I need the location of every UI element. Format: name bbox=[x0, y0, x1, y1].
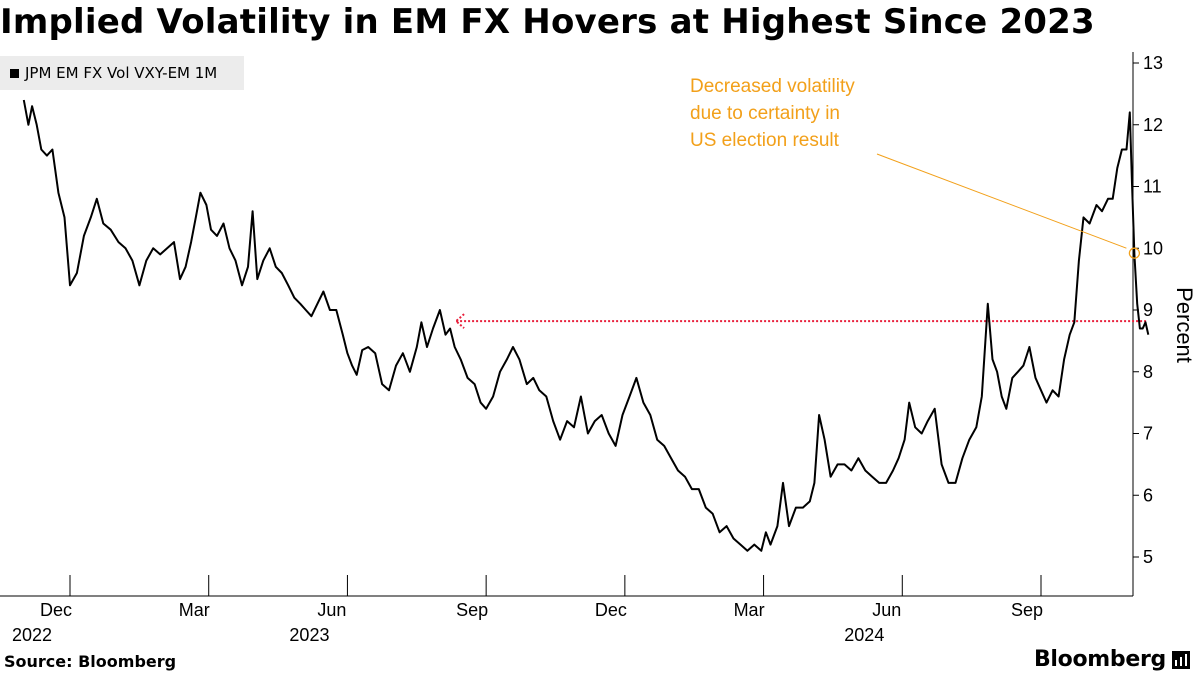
x-tick-label: Mar bbox=[179, 600, 210, 620]
series-line bbox=[22, 99, 1150, 552]
x-year-label: 2024 bbox=[844, 625, 884, 645]
x-year-label: 2023 bbox=[289, 625, 329, 645]
x-tick-label: Sep bbox=[1011, 600, 1043, 620]
x-tick-label: Jun bbox=[317, 600, 346, 620]
annotation-text: Decreased volatility bbox=[690, 76, 855, 97]
y-tick-label: 13 bbox=[1143, 53, 1163, 73]
y-tick-label: 10 bbox=[1143, 238, 1163, 258]
annotation-marker bbox=[1128, 247, 1141, 259]
y-tick-label: 6 bbox=[1143, 485, 1153, 505]
reference-layer bbox=[454, 313, 1148, 329]
annotation-layer: Decreased volatility due to certainty in U… bbox=[690, 76, 1141, 259]
x-tick-label: Sep bbox=[456, 600, 488, 620]
legend: JPM EM FX Vol VXY-EM 1M bbox=[0, 56, 244, 90]
y-tick-label: 7 bbox=[1143, 424, 1153, 444]
chart-title: Implied Volatility in EM FX Hovers at Hi… bbox=[0, 2, 1095, 42]
annotation-text: US election result bbox=[690, 130, 840, 151]
bloomberg-chart-icon bbox=[1172, 650, 1190, 669]
annotation-text: due to certainty in bbox=[690, 103, 840, 124]
brand-logo: Bloomberg bbox=[1034, 647, 1190, 672]
y-tick-label: 11 bbox=[1143, 177, 1162, 197]
legend-swatch bbox=[10, 68, 19, 78]
x-tick-label: Dec bbox=[40, 600, 72, 620]
axes: 5 6 7 8 9 10 11 12 13 Percent Dec 2022 Mar Jun 2023 Sep… bbox=[0, 52, 1197, 645]
y-tick-label: 8 bbox=[1143, 362, 1153, 382]
y-tick-label: 5 bbox=[1143, 547, 1153, 567]
brand-name: Bloomberg bbox=[1033, 647, 1166, 672]
y-axis-title: Percent bbox=[1172, 287, 1197, 363]
x-tick-label: Jun bbox=[872, 600, 901, 620]
series-layer bbox=[22, 99, 1150, 552]
reference-arrowhead bbox=[454, 313, 465, 329]
legend-label: JPM EM FX Vol VXY-EM 1M bbox=[25, 64, 218, 82]
x-tick-label: Mar bbox=[734, 600, 765, 620]
x-year-label: 2022 bbox=[12, 625, 52, 645]
x-tick-label: Dec bbox=[595, 600, 627, 620]
annotation-leader bbox=[876, 153, 1127, 249]
source-note: Source: Bloomberg bbox=[4, 652, 177, 671]
y-tick-label: 12 bbox=[1143, 115, 1163, 135]
y-tick-label: 9 bbox=[1143, 300, 1153, 320]
